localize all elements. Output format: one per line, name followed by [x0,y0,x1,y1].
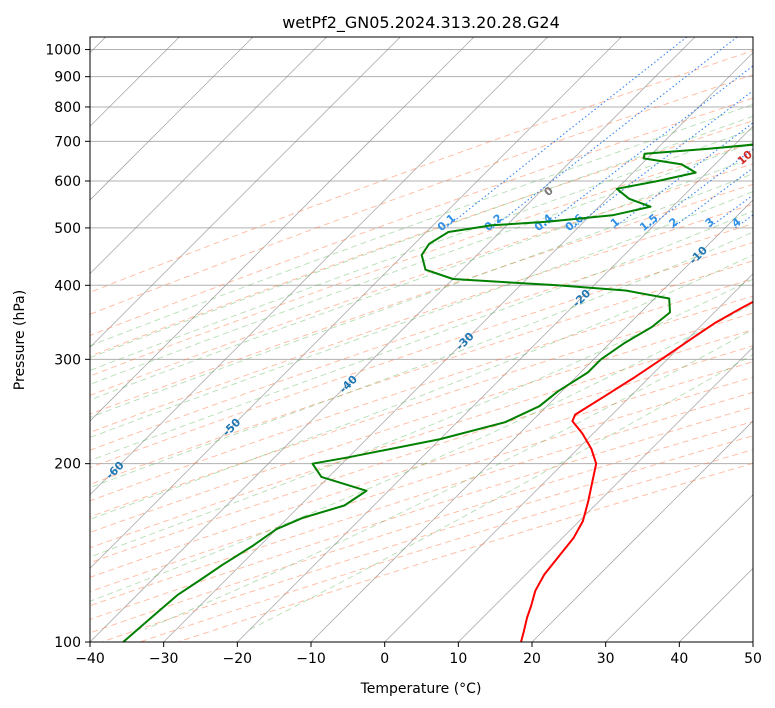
dry-adiabat-line [90,295,753,518]
isotherm-label: -30 [453,329,476,352]
plot-frame [89,36,754,643]
plot-area: 0.10.20.40.611.52346810131620253036-100-… [0,37,775,642]
moist-adiabat-line [90,303,753,602]
x-axis-title: Temperature (°C) [360,681,482,697]
y-tick-label: 400 [54,278,81,294]
dry-adiabat-line [90,329,753,549]
mixing-ratio-line [445,37,688,229]
isotherm-line [384,273,753,642]
isotherm-label: -20 [570,286,593,309]
moist-adiabat-line [90,210,753,462]
x-tick-label: 30 [597,651,615,667]
isotherm-line [90,37,475,422]
dry-adiabat-line [90,163,753,396]
dry-adiabat-line [90,50,753,293]
moist-adiabat-label: 10 [735,148,755,168]
y-axis-title: Pressure (hPa) [12,290,28,390]
dry-adiabat-line [90,345,753,564]
moist-adiabat-line [90,103,753,347]
mixing-ratio-line [734,214,753,229]
moist-adiabat-line [90,128,753,371]
dry-adiabat-line [101,435,753,642]
isotherm-line [163,52,753,642]
isotherm-line [531,420,753,642]
isotherm-line [90,37,401,348]
isotherm-line [605,494,753,642]
dry-adiabat-line [90,241,753,469]
isotherm-line [310,199,753,642]
moist-adiabat-line [90,142,753,385]
mixing-ratio-label: 1.5 [637,211,660,233]
isotherm-line [90,37,696,642]
isotherm-line [90,37,548,496]
mixing-ratio-line [572,90,753,229]
dry-adiabat-line [90,203,753,433]
y-tick-label: 200 [54,457,81,473]
dry-adiabat-line [90,376,753,593]
isotherm-line [679,567,753,642]
x-tick-label: 20 [523,651,541,667]
temperature-profile-line [520,300,753,642]
dry-adiabat-line [90,120,753,357]
x-tick-label: 40 [670,651,688,667]
mixing-ratio-label: 6 [768,215,775,230]
moist-adiabat-line [90,254,753,520]
isotherm-label: -10 [687,243,710,266]
dry-adiabat-line [90,97,753,337]
isotherm-label: -40 [337,372,360,395]
y-tick-label: 900 [54,70,81,86]
dry-adiabat-line [177,462,753,642]
isotherm-line [90,37,254,201]
x-tick-label: −20 [223,651,253,667]
isotherm-label: -70 [0,501,10,524]
dry-adiabat-line [90,183,753,415]
y-tick-label: 100 [54,635,81,651]
y-tick-label: 300 [54,352,81,368]
mixing-ratio-line [672,167,753,229]
dry-adiabat-line [90,223,753,451]
dry-adiabat-line [90,74,753,315]
isotherm-line [752,641,753,642]
isotherm-line [458,346,753,642]
mixing-ratio-line [492,37,738,229]
x-tick-label: 0 [380,651,389,667]
dewpoint-profile-line [122,143,753,642]
moist-adiabat-line [90,191,753,438]
mixing-ratio-line [613,122,753,229]
dry-adiabat-line [90,361,753,578]
dry-adiabat-line [90,312,753,533]
y-tick-label: 1000 [45,43,81,59]
chart-title: wetPf2_GN05.2024.313.20.28.G24 [282,13,560,33]
axes: −40 −30 −20 −10 0 10 20 30 40 5010020030040050060… [45,36,762,667]
mixing-ratio-label: 0.6 [563,211,587,234]
y-tick-label: 800 [54,100,81,116]
dry-adiabat-line [90,142,753,377]
moist-adiabat-line [90,173,753,418]
x-tick-label: 50 [744,651,762,667]
isotherm-line [237,125,753,642]
dry-adiabat-line [90,260,753,485]
moist-adiabat-line [90,115,753,359]
x-tick-label: 10 [449,651,467,667]
moist-adiabat-line [90,278,753,558]
mixing-ratio-line [542,65,753,229]
moist-adiabat-line [249,354,753,630]
x-tick-label: −30 [149,651,179,667]
moist-adiabat-line [90,231,753,489]
y-tick-label: 600 [54,174,81,190]
dry-adiabat-line [90,391,753,607]
y-tick-label: 700 [54,134,81,150]
x-tick-label: −10 [296,651,326,667]
y-tick-label: 500 [54,221,81,237]
moist-adiabat-line [90,157,753,401]
x-tick-label: −40 [75,651,105,667]
isotherm-line [90,37,327,275]
moist-adiabat-label: 0 [542,184,556,199]
dry-adiabat-line [90,278,753,502]
isotherm-line [90,37,622,569]
